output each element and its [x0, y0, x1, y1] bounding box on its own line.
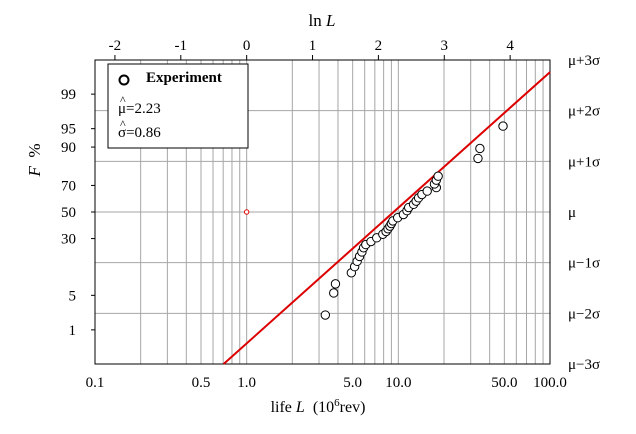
y-left-tick-label: 99 — [61, 87, 76, 103]
legend-sigma-hat: ^ — [120, 117, 126, 131]
x-top-tick-label: 2 — [375, 38, 383, 54]
y-right-tick-label: μ−1σ — [568, 256, 600, 272]
data-point — [330, 279, 341, 289]
x-bottom-tick-label: 10.0 — [385, 375, 411, 391]
reference-point — [243, 209, 250, 215]
data-point — [320, 310, 331, 320]
x-top-tick-label: -2 — [109, 38, 122, 54]
y-right-tick-label: μ+1σ — [568, 154, 600, 170]
legend-mu-hat: ^ — [120, 93, 126, 107]
x-bottom-tick-label: 0.1 — [86, 375, 105, 391]
legend-marker-icon — [118, 74, 130, 86]
x-top-axis-title: ln L — [309, 11, 336, 30]
data-point — [422, 186, 432, 196]
legend-series-label: Experiment — [146, 70, 222, 86]
x-top-tick-label: 1 — [309, 38, 317, 54]
y-left-tick-label: 90 — [61, 140, 76, 156]
data-point — [329, 288, 339, 298]
x-top-tick-label: 0 — [243, 38, 251, 54]
y-right-tick-label: μ+3σ — [568, 53, 600, 69]
x-bottom-tick-label: 50.0 — [491, 375, 517, 391]
data-point — [473, 153, 483, 164]
x-bottom-tick-label: 100.0 — [533, 375, 567, 391]
x-bottom-tick-label: 0.5 — [192, 375, 211, 391]
legend-box — [107, 63, 249, 149]
y-left-tick-label: 30 — [61, 232, 76, 248]
y-right-tick-label: μ — [568, 205, 576, 221]
y-left-tick-label: 70 — [61, 178, 76, 194]
x-bottom-axis-title: life L (106rev) — [271, 397, 366, 416]
y-right-tick-label: μ−2σ — [568, 306, 600, 322]
y-left-tick-label: 50 — [61, 205, 76, 221]
y-right-tick-label: μ+2σ — [568, 104, 600, 120]
y-left-tick-label: 95 — [61, 122, 76, 138]
tick-labels: -2 -1 0 1 2 3 4 0.1 0.5 1.0 5.0 10.0 50.0 100.0 99 95 90… — [61, 38, 600, 391]
data-point — [433, 171, 443, 181]
fit-line — [222, 71, 551, 365]
legend-mu-label: μ=2.23 — [118, 101, 161, 117]
y-axis-title: F % — [25, 143, 44, 177]
x-bottom-tick-label: 5.0 — [343, 375, 362, 391]
x-top-tick-label: -1 — [175, 38, 188, 54]
fit-line-group — [222, 71, 551, 365]
y-left-tick-label: 5 — [69, 288, 77, 304]
data-points — [320, 121, 508, 320]
x-top-tick-label: 3 — [441, 38, 449, 54]
y-left-tick-label: 1 — [69, 323, 77, 339]
data-point — [475, 143, 485, 154]
x-top-tick-label: 4 — [506, 38, 514, 54]
legend: Experiment μ=2.23 ^ σ=0.86 ^ — [107, 63, 249, 149]
x-bottom-tick-label: 1.0 — [237, 375, 256, 391]
y-right-tick-label: μ−3σ — [568, 357, 600, 373]
data-point — [498, 121, 508, 131]
legend-sigma-label: σ=0.86 — [118, 125, 161, 141]
